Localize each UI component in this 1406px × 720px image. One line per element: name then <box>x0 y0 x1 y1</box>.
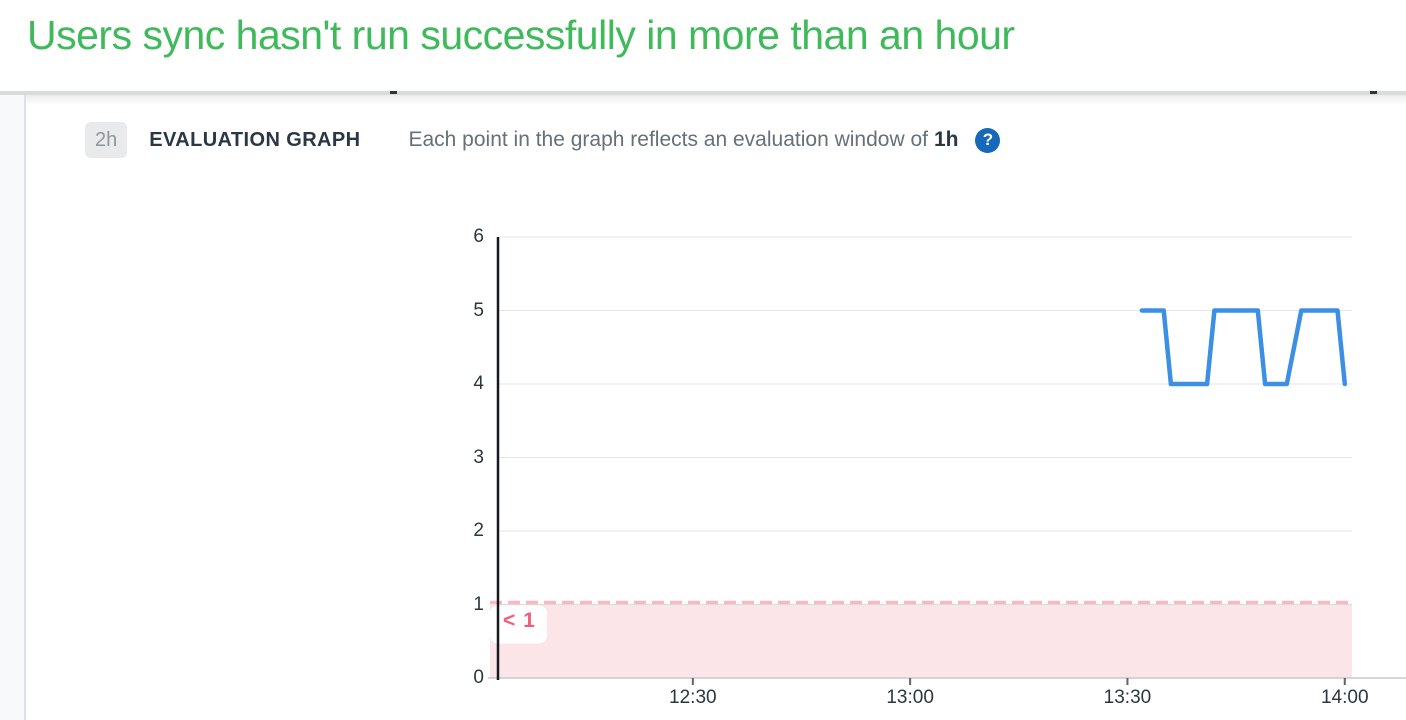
left-sidebar-strip <box>0 95 26 720</box>
header-divider <box>0 91 1406 95</box>
y-axis-tick-label: 6 <box>473 226 484 247</box>
help-icon[interactable]: ? <box>975 127 1001 153</box>
divider-mark <box>1370 91 1377 94</box>
alert-header: Users sync hasn't run successfully in mo… <box>0 0 1406 91</box>
y-axis-tick-label: 1 <box>473 593 484 615</box>
threshold-label: < 1 <box>503 609 536 632</box>
y-axis-tick-label: 4 <box>473 373 484 394</box>
alert-title: Users sync hasn't run successfully in mo… <box>27 12 1015 58</box>
y-axis-tick-label: 0 <box>473 667 484 688</box>
evaluation-window-value: 1h <box>933 128 959 151</box>
y-axis-tick-label: 3 <box>473 446 484 468</box>
x-axis-tick-label: 14:00 <box>1320 687 1369 708</box>
evaluation-description-text: Each point in the graph reflects an eval… <box>408 128 928 151</box>
x-axis-tick-label: 13:00 <box>886 687 934 708</box>
x-axis-tick-label: 13:30 <box>1103 687 1152 708</box>
divider-mark <box>390 91 397 94</box>
y-axis-tick-label: 5 <box>473 299 484 321</box>
section-title: EVALUATION GRAPH <box>149 128 361 151</box>
header-divider-shadow <box>0 95 1406 105</box>
evaluation-description: Each point in the graph reflects an eval… <box>408 128 958 152</box>
y-axis-tick-label: 2 <box>473 520 484 541</box>
x-axis-tick-label: 12:30 <box>669 687 717 708</box>
evaluation-header: 2h EVALUATION GRAPH Each point in the gr… <box>85 118 1001 162</box>
help-icon-glyph: ? <box>982 130 994 149</box>
time-window-badge: 2h <box>85 122 128 158</box>
